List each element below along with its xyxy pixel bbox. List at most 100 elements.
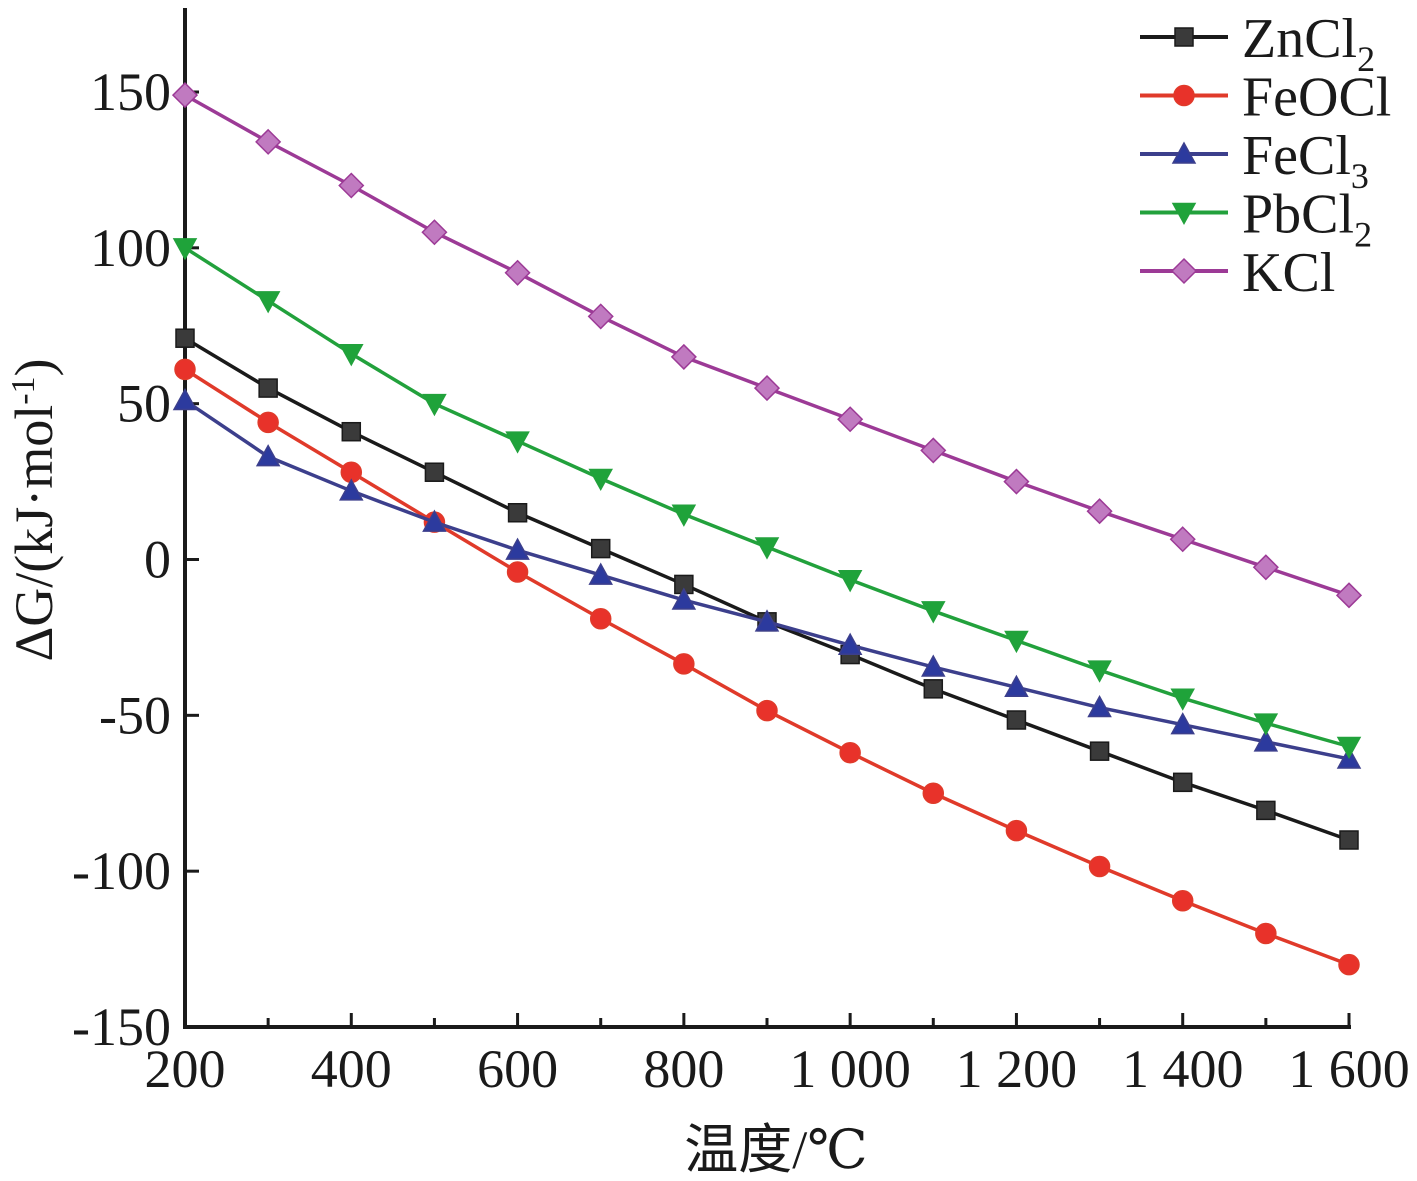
data-point: [839, 741, 861, 764]
legend-marker: [1171, 141, 1197, 164]
data-point: [1088, 855, 1111, 878]
x-tick-label: 1 400: [1122, 1039, 1244, 1099]
data-point: [421, 219, 448, 246]
data-point: [338, 172, 365, 199]
data-point: [1336, 736, 1362, 760]
data-point: [1006, 710, 1027, 730]
data-point: [1172, 772, 1193, 793]
series-pbcl2: [172, 238, 1362, 760]
data-point: [754, 537, 780, 560]
data-point: [505, 431, 530, 454]
data-point: [1005, 819, 1028, 842]
data-point: [588, 562, 613, 585]
data-point: [1089, 741, 1110, 761]
data-point: [589, 607, 612, 630]
data-point: [504, 259, 531, 286]
series-zncl2: [175, 328, 1359, 850]
data-point: [671, 504, 697, 527]
legend-label: FeCl3: [1242, 125, 1369, 196]
legend-item: FeOCl: [1140, 67, 1391, 129]
y-tick-label: 0: [144, 530, 171, 590]
legend-item: FeCl3: [1140, 125, 1369, 196]
legend-item: PbCl2: [1140, 184, 1372, 255]
data-point: [920, 437, 947, 464]
y-axis-title: ΔG/(kJ·mol-1): [4, 358, 64, 661]
data-point: [587, 303, 614, 330]
data-point: [1335, 582, 1363, 609]
legend-label-main: FeOCl: [1242, 67, 1391, 129]
legend-label: FeOCl: [1242, 67, 1391, 129]
data-point: [1339, 830, 1359, 850]
data-point: [1253, 729, 1279, 752]
y-tick-label: -150: [72, 997, 171, 1057]
data-point: [921, 601, 946, 624]
data-point: [339, 344, 364, 367]
data-point: [255, 444, 281, 467]
data-point: [172, 238, 198, 261]
legend-label-subscript: 3: [1351, 156, 1369, 196]
data-point: [837, 406, 864, 433]
legend-label: ZnCl2: [1242, 8, 1375, 79]
x-tick-label: 1 200: [956, 1039, 1078, 1099]
data-point: [422, 509, 447, 532]
data-point: [1253, 713, 1279, 736]
data-point: [590, 538, 611, 559]
data-point: [921, 654, 946, 677]
data-point: [255, 291, 281, 314]
x-tick-label: 800: [643, 1039, 724, 1099]
legend-label: PbCl2: [1242, 184, 1372, 255]
data-point: [922, 782, 945, 804]
y-tick-label: 50: [117, 374, 171, 434]
data-point: [341, 421, 362, 442]
x-axis-title: 温度/℃: [684, 1120, 867, 1180]
data-point: [1171, 890, 1194, 912]
legend-marker: [1173, 84, 1195, 107]
data-point: [673, 653, 695, 675]
data-point: [1087, 660, 1112, 683]
y-tick-label: 150: [90, 62, 171, 122]
data-point: [1255, 922, 1277, 945]
legend-marker: [1170, 257, 1198, 285]
data-point: [1086, 498, 1113, 525]
data-point: [257, 411, 279, 434]
data-point: [175, 328, 195, 348]
legend-item: KCl: [1140, 242, 1335, 304]
x-tick-label: 1 000: [789, 1039, 911, 1099]
data-point: [171, 82, 199, 109]
legend-marker: [1171, 202, 1197, 226]
y-tick-label: -50: [99, 685, 171, 745]
data-point: [1003, 468, 1030, 495]
data-point: [1256, 800, 1276, 821]
data-point: [754, 609, 780, 632]
data-point: [1170, 688, 1195, 711]
data-point: [1087, 694, 1112, 718]
data-point: [1004, 674, 1029, 698]
legend-label-main: ZnCl: [1242, 8, 1357, 70]
series-layer: [171, 82, 1363, 976]
data-point: [339, 478, 364, 501]
data-point: [507, 503, 528, 523]
x-tick-label: 400: [311, 1039, 392, 1099]
data-point: [1252, 554, 1279, 581]
data-point: [923, 679, 944, 699]
data-point: [1169, 526, 1196, 553]
series-line: [184, 367, 1350, 967]
x-tick-label: 1 600: [1288, 1039, 1410, 1099]
y-tick-label: 100: [90, 218, 171, 278]
x-ticks: 200 400 600 800 1 000 1 200 1 400 1 600: [145, 1013, 1410, 1099]
legend-marker: [1174, 27, 1194, 47]
y-tick-label: -100: [72, 841, 171, 901]
series-line: [184, 336, 1350, 842]
series-fecl3: [172, 387, 1362, 769]
data-point: [753, 375, 781, 402]
data-point: [505, 537, 530, 560]
data-point: [670, 343, 697, 370]
data-point: [1338, 953, 1360, 976]
data-point: [1004, 630, 1029, 654]
x-tick-label: 600: [477, 1039, 558, 1099]
data-point: [255, 128, 282, 155]
data-point: [588, 468, 613, 492]
data-point: [258, 378, 278, 398]
data-point: [172, 387, 198, 411]
